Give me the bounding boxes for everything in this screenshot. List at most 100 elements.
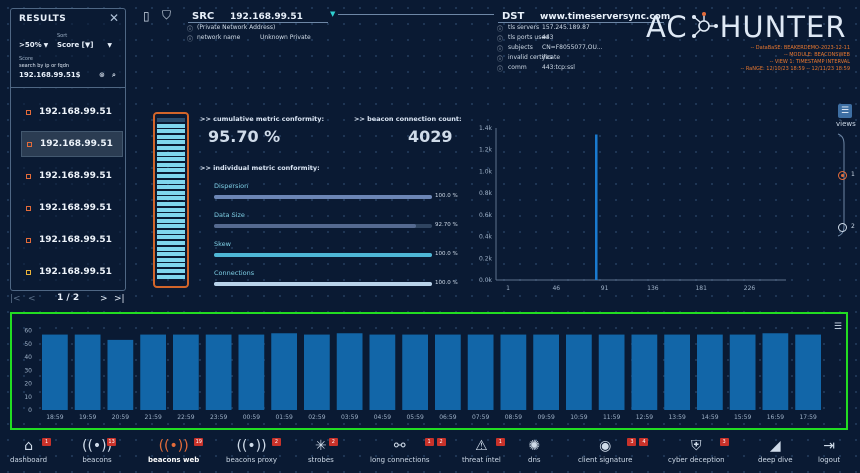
x-tick-label: 06:59 <box>439 414 456 421</box>
home-icon: ⌂ <box>24 438 33 454</box>
hourly-bar[interactable] <box>140 334 166 410</box>
y-tick-label: 1.0k <box>479 168 493 175</box>
gauge-segment <box>157 252 185 257</box>
dst-field-row: ⓘ tls servers 157.245.189.87 <box>497 24 647 34</box>
hourly-bar[interactable] <box>500 334 527 410</box>
result-ip: 192.168.99.51 <box>39 267 112 277</box>
result-item[interactable]: 192.168.99.51 <box>21 131 123 157</box>
nav-label: dashboard <box>10 456 48 464</box>
first-page-button[interactable]: |< <box>10 294 21 304</box>
x-tick-label: 00:59 <box>243 414 260 421</box>
nav-beacons-web[interactable]: ((•)) beacons web 19 <box>148 436 204 464</box>
hourly-bar[interactable] <box>729 334 756 410</box>
hourly-bar[interactable] <box>369 334 396 410</box>
shark-fin-icon: ◢ <box>769 438 781 454</box>
close-icon[interactable]: ✕ <box>108 11 119 25</box>
metric-bar-fill <box>214 224 417 228</box>
hourly-bar[interactable] <box>402 334 428 410</box>
result-item[interactable]: 192.168.99.51 <box>21 227 123 253</box>
hourly-bar[interactable] <box>107 339 134 410</box>
y-tick-label: 0.8k <box>479 190 493 197</box>
gauge-segment <box>157 129 185 134</box>
meta-range: -- RaNGE: 12/10/23 18:59 -- 12/11/23 18:… <box>740 66 850 72</box>
nav-beacons-proxy[interactable]: ((•)) beacons proxy 2 <box>226 436 281 464</box>
hourly-bar[interactable] <box>74 334 101 410</box>
hourly-bar[interactable] <box>271 333 297 410</box>
hourly-bar[interactable] <box>762 333 789 410</box>
info-icon: ⓘ <box>497 56 504 63</box>
x-tick-label: 22:59 <box>177 414 194 421</box>
hourly-bar[interactable] <box>173 334 199 410</box>
nav-beacons[interactable]: ((•)) beacons 13 <box>82 436 117 464</box>
info-icon: ⓘ <box>187 26 194 33</box>
hourly-bar[interactable] <box>598 334 625 410</box>
nav-dashboard[interactable]: ⌂ dashboard 1 <box>10 436 52 464</box>
search-input[interactable]: 192.168.99.51$ ⊗ ⌕ <box>19 71 119 83</box>
search-icon[interactable]: ⌕ <box>112 71 116 79</box>
filter-icon[interactable]: ⛉ <box>162 8 172 22</box>
histogram-bar[interactable] <box>595 134 598 280</box>
src-ip: 192.168.99.51 <box>230 12 303 22</box>
hourly-bar[interactable] <box>205 334 232 410</box>
cumulative-value: 95.70 % <box>208 127 281 146</box>
hourly-bar[interactable] <box>566 334 592 410</box>
result-item[interactable]: 192.168.99.51 <box>21 195 123 221</box>
nav-logout[interactable]: ⇥ logout <box>818 436 840 464</box>
hourly-bar[interactable] <box>304 334 330 410</box>
filter-dropdown[interactable]: >50% ▼ <box>19 41 48 49</box>
nav-threat-intel[interactable]: ⚠ threat intel 1 <box>462 436 505 464</box>
hamburger-icon[interactable]: ☰ <box>833 322 842 332</box>
nav-badge: 1 <box>495 438 505 446</box>
nav-label: strobes <box>308 456 334 464</box>
sort-dropdown[interactable]: Score [▼] ▼ <box>57 41 112 49</box>
y-tick-label: 50 <box>24 341 32 348</box>
nav-deep-dive[interactable]: ◢ deep dive <box>758 436 793 464</box>
src-network-address: (Private Network Address) <box>197 24 276 31</box>
hourly-bar[interactable] <box>697 334 723 410</box>
hourly-bar[interactable] <box>533 334 559 410</box>
x-tick-label: 08:59 <box>505 414 522 421</box>
clear-icon[interactable]: ⊗ <box>99 71 105 79</box>
result-item[interactable]: 192.168.99.51 <box>21 259 123 285</box>
nav-badge: 2 <box>436 438 446 446</box>
page-indicator: 1 / 2 <box>57 293 80 303</box>
hourly-bar[interactable] <box>435 334 461 410</box>
view-option-1: 1 <box>851 171 855 178</box>
status-marker-icon <box>26 109 31 115</box>
views-icon[interactable]: ☰ <box>838 104 852 118</box>
gauge-segment <box>157 224 185 229</box>
chevron-down-icon: ▼ <box>107 42 113 49</box>
view-radio-1[interactable] <box>838 171 847 180</box>
hourly-bar[interactable] <box>336 333 363 410</box>
gauge-segment <box>157 218 185 223</box>
result-item[interactable]: 192.168.99.51 <box>21 99 123 125</box>
prev-page-button[interactable]: < <box>28 294 36 304</box>
hourly-bar[interactable] <box>467 334 494 410</box>
funnel-icon[interactable]: ▼ <box>330 10 336 18</box>
hourly-bar[interactable] <box>631 334 658 410</box>
dst-field-value: yes <box>542 54 553 61</box>
metric-bar-fill <box>214 195 432 199</box>
src-underline <box>188 22 328 23</box>
x-tick-label: 91 <box>601 285 609 292</box>
nav-cyber-deception[interactable]: ⛨ cyber deception 3 <box>668 436 729 464</box>
hourly-bar[interactable] <box>42 334 68 410</box>
gauge-segment <box>157 235 185 240</box>
hourly-bar[interactable] <box>795 334 821 410</box>
result-item[interactable]: 192.168.99.51 <box>21 163 123 189</box>
nav-dns[interactable]: ✺ dns <box>528 436 541 464</box>
dst-field-row: ⓘ subjects CN=F8055077,OU... <box>497 44 647 54</box>
gauge-segment <box>157 140 185 145</box>
x-tick-label: 46 <box>552 285 560 292</box>
device-icon[interactable]: ▯ <box>143 9 150 23</box>
last-page-button[interactable]: >| <box>114 294 125 304</box>
hourly-bar[interactable] <box>664 334 690 410</box>
nav-long-connections[interactable]: ⚯ long connections 1 2 <box>370 436 446 464</box>
src-network-name-label: network name <box>197 34 241 41</box>
next-page-button[interactable]: > <box>100 294 108 304</box>
dst-underline <box>498 22 664 23</box>
hourly-bar[interactable] <box>238 334 265 410</box>
nav-strobes[interactable]: ✳ strobes 2 <box>308 436 338 464</box>
view-radio-2[interactable] <box>838 223 847 232</box>
nav-client-signature[interactable]: ◉ client signature 3 4 <box>578 436 649 464</box>
